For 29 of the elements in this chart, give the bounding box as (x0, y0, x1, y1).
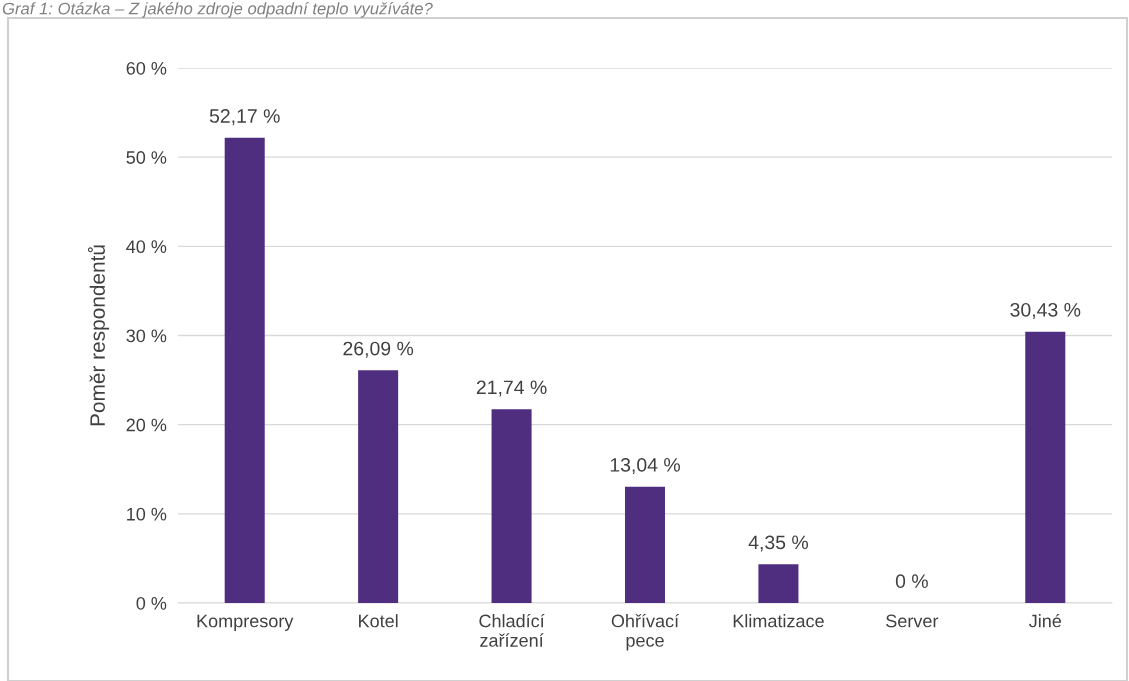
y-tick-label: 10 % (127, 507, 167, 521)
x-tick-label: Ohřívací pece (611, 613, 680, 651)
bar (491, 409, 532, 603)
chart-title: Graf 1: Otázka – Z jakého zdroje odpadní teplo využíváte? (2, 2, 433, 18)
y-tick-label: 30 % (126, 329, 167, 343)
data-label: 4,35 % (748, 535, 809, 552)
bar (358, 370, 399, 603)
y-tick-label: 50 % (126, 151, 167, 164)
bar (758, 564, 799, 603)
y-tick-label: 40 % (126, 240, 167, 254)
y-tick-label: 0 % (136, 596, 167, 610)
y-tick-label: 20 % (126, 418, 167, 432)
x-tick-label: Jiné (1029, 613, 1062, 628)
data-label: 30,43 % (1010, 302, 1081, 320)
x-tick-label: Klimatizace (733, 614, 824, 628)
x-tick-label: Server (886, 614, 939, 628)
bar (1025, 331, 1066, 603)
data-label: 13,04 % (610, 458, 680, 475)
y-axis-title: Poměr respondentů (87, 245, 110, 426)
x-tick-label: Kompresory (197, 614, 294, 631)
y-tick-label: 60 % (126, 61, 167, 75)
data-label: 52,17 % (209, 109, 280, 126)
data-label: 0 % (895, 574, 928, 589)
bar (224, 137, 265, 603)
data-label: 26,09 % (343, 341, 414, 358)
x-tick-label: Chladící zařízení (479, 613, 545, 647)
data-label: 21,74 % (476, 380, 547, 397)
x-tick-label: Kotel (359, 614, 398, 628)
bar (624, 486, 666, 603)
